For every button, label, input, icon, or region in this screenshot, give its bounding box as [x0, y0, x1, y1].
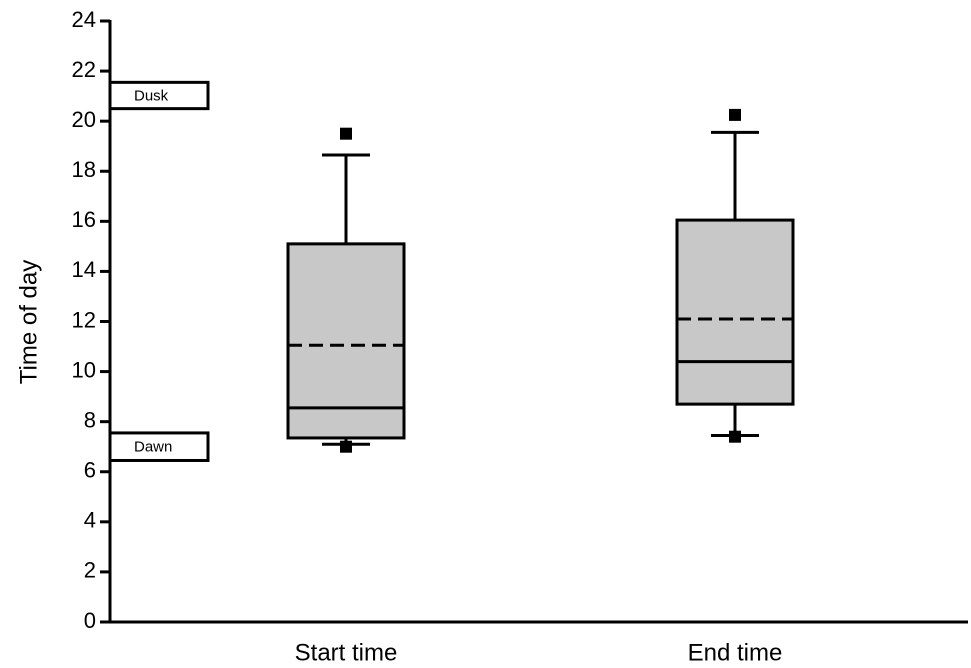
annotation-band	[108, 431, 210, 462]
outlier	[340, 127, 352, 140]
y-tick-label: 12	[72, 307, 96, 332]
annotation-label: Dusk	[134, 87, 169, 104]
annotation-label: Dawn	[134, 439, 172, 456]
x-tick-label: Start time	[295, 639, 398, 666]
outlier	[729, 108, 741, 121]
outlier	[729, 430, 741, 443]
x-tick-label: End time	[688, 639, 783, 666]
y-tick-label: 4	[84, 508, 96, 533]
y-tick-label: 18	[72, 157, 96, 182]
y-tick-label: 10	[72, 357, 96, 382]
y-tick-label: 0	[84, 608, 96, 633]
y-tick-label: 24	[72, 7, 96, 32]
y-tick-label: 6	[84, 458, 96, 483]
box	[675, 218, 795, 406]
y-tick-label: 8	[84, 407, 96, 432]
y-tick-label: 2	[84, 558, 96, 583]
y-axis-label: Time of day	[15, 260, 42, 385]
annotation-band	[108, 80, 210, 111]
y-tick-label: 20	[72, 107, 96, 132]
box	[286, 242, 406, 440]
y-tick-label: 16	[72, 207, 96, 232]
y-tick-label: 22	[72, 57, 96, 82]
outlier	[340, 440, 352, 453]
y-tick-label: 14	[72, 257, 96, 282]
